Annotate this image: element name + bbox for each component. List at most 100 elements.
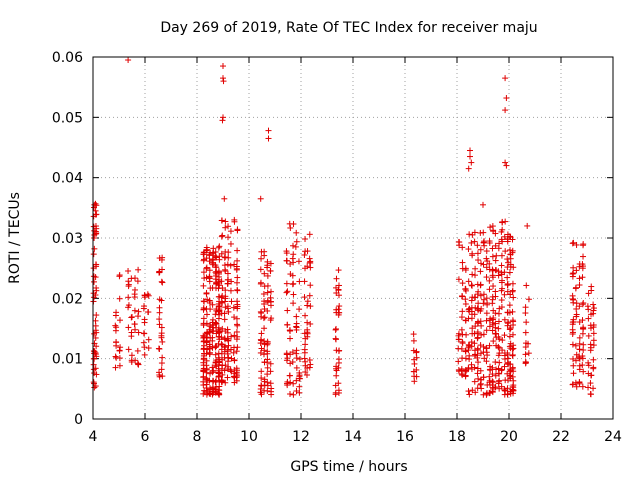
data-point: [212, 311, 219, 318]
data-point: [302, 368, 309, 375]
axis-ticks: 4 6 8 10 12 14 16 18 20 22 24 0 0.01 0.02 0.03 0.04 0.05…: [52, 50, 622, 445]
data-point: [486, 323, 493, 330]
data-point: [570, 370, 577, 377]
data-point: [496, 305, 503, 312]
data-point: [91, 370, 98, 377]
data-point: [112, 353, 119, 360]
data-point: [283, 350, 290, 357]
data-point: [265, 135, 272, 142]
data-point: [134, 278, 141, 285]
data-point: [260, 315, 267, 322]
data-point: [267, 260, 274, 267]
data-point: [455, 332, 462, 339]
data-point: [504, 320, 511, 327]
data-point: [90, 273, 97, 280]
data-point: [200, 382, 207, 389]
data-point: [588, 287, 595, 294]
data-point: [486, 373, 493, 380]
y-axis-label: ROTI / TECUs: [7, 192, 23, 284]
data-point: [206, 252, 213, 259]
data-point: [503, 95, 510, 102]
data-point: [90, 265, 97, 272]
data-point: [90, 213, 97, 220]
data-point: [490, 283, 497, 290]
data-point: [287, 379, 294, 386]
data-point: [200, 298, 207, 305]
data-point: [590, 301, 597, 308]
data-point: [525, 350, 532, 357]
data-point: [91, 201, 98, 208]
data-point: [203, 264, 210, 271]
data-point: [498, 262, 505, 269]
data-point: [200, 269, 207, 276]
data-point: [492, 242, 499, 249]
data-point: [227, 262, 234, 269]
data-point: [569, 319, 576, 326]
data-point: [413, 348, 420, 355]
data-point: [287, 360, 294, 367]
data-point: [216, 391, 223, 398]
data-point: [490, 274, 497, 281]
data-point: [474, 335, 481, 342]
data-point: [585, 359, 592, 366]
data-point: [469, 330, 476, 337]
data-point: [468, 239, 475, 246]
data-point: [307, 320, 314, 327]
data-point: [302, 236, 309, 243]
data-point: [231, 357, 238, 364]
data-point: [200, 306, 207, 313]
data-point: [213, 254, 220, 261]
data-point: [213, 320, 220, 327]
data-point: [90, 379, 97, 386]
data-point: [495, 343, 502, 350]
data-point: [91, 245, 98, 252]
data-point: [206, 267, 213, 274]
data-point: [159, 354, 166, 361]
data-point: [506, 269, 513, 276]
data-point: [576, 275, 583, 282]
data-point: [289, 358, 296, 365]
data-point: [228, 298, 235, 305]
data-point: [125, 346, 132, 353]
data-point: [215, 333, 222, 340]
data-point: [91, 231, 98, 238]
data-point: [290, 391, 297, 398]
data-point: [225, 366, 232, 373]
data-point: [486, 277, 493, 284]
data-point: [480, 291, 487, 298]
data-point: [489, 296, 496, 303]
data-point: [261, 252, 268, 259]
data-point: [477, 376, 484, 383]
data-point: [231, 314, 238, 321]
data-point: [501, 332, 508, 339]
data-point: [489, 245, 496, 252]
data-point: [477, 381, 484, 388]
data-point: [492, 320, 499, 327]
x-tick-label: 16: [396, 429, 414, 445]
data-point: [293, 238, 300, 245]
data-point: [156, 369, 163, 376]
data-point: [264, 338, 271, 345]
data-point: [203, 311, 210, 318]
data-point: [506, 302, 513, 309]
data-point: [234, 344, 241, 351]
data-point: [474, 305, 481, 312]
data-point: [212, 319, 219, 326]
data-point: [227, 287, 234, 294]
data-point: [495, 325, 502, 332]
data-point: [480, 261, 487, 268]
data-point: [234, 303, 241, 310]
data-point: [492, 257, 499, 264]
data-point: [304, 263, 311, 270]
data-point: [218, 350, 225, 357]
data-point: [475, 257, 482, 264]
data-point: [200, 321, 207, 328]
data-point: [507, 261, 514, 268]
data-point: [462, 296, 469, 303]
data-point: [264, 299, 271, 306]
data-point: [492, 359, 499, 366]
data-point: [576, 346, 583, 353]
data-point: [524, 222, 531, 229]
data-point: [576, 303, 583, 310]
